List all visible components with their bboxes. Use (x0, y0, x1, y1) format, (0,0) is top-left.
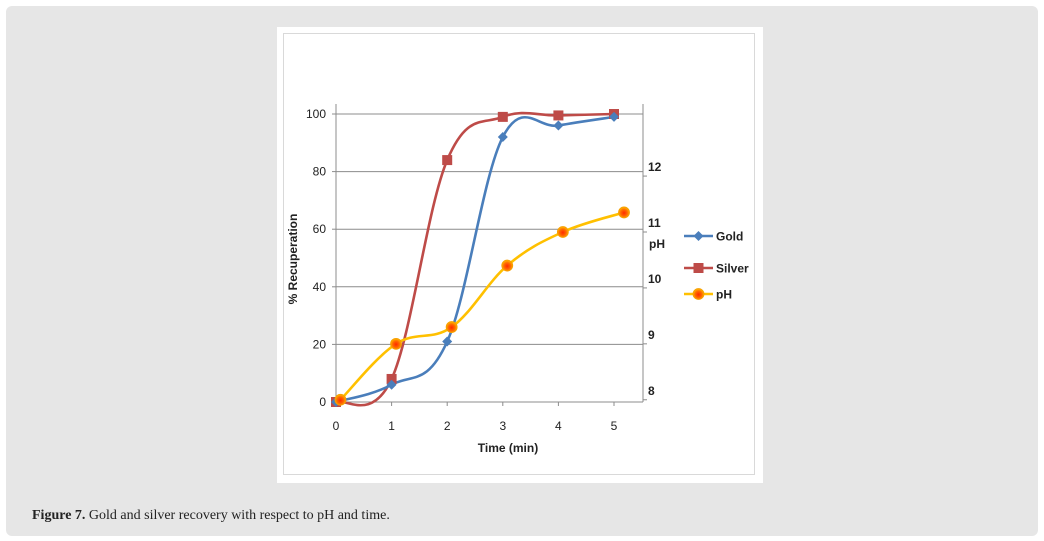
legend-marker-ph (692, 288, 705, 300)
axes (332, 104, 647, 406)
y2-axis-title: pH (649, 237, 665, 251)
legend-label-gold: Gold (716, 230, 743, 244)
y-tick-label: 40 (313, 280, 327, 294)
legend-marker-silver (693, 263, 704, 273)
legend-marker-gold (693, 231, 704, 241)
y-tick-label: 20 (313, 337, 327, 351)
y2-tick-label: 12 (648, 160, 662, 174)
y-tick-label: 60 (313, 222, 327, 236)
legend-label-silver: Silver (716, 262, 749, 276)
y-tick-label: 0 (319, 395, 326, 409)
y2-tick-label: 8 (648, 384, 655, 398)
y-axis-title: % Recuperation (286, 214, 300, 305)
series-markers (331, 109, 630, 407)
series-lines (335, 111, 625, 407)
data-point-gold (386, 379, 397, 390)
x-tick-label: 5 (611, 419, 618, 433)
series-line-silver (335, 111, 615, 407)
data-point-ph (334, 393, 347, 406)
data-point-ph (445, 321, 458, 333)
caption-text: Gold and silver recovery with respect to… (85, 508, 390, 523)
x-tick-label: 1 (388, 419, 395, 433)
data-point-silver (553, 110, 564, 121)
y2-tick-label: 11 (648, 216, 661, 230)
series-line-ph (339, 211, 625, 401)
x-axis-title: Time (min) (478, 441, 538, 455)
data-point-gold (442, 336, 453, 347)
data-point-ph (501, 259, 514, 272)
legend: Gold Silver pH (684, 230, 749, 302)
data-point-gold (609, 111, 619, 122)
figure-caption: Figure 7. Gold and silver recovery with … (32, 508, 390, 524)
x-tick-label: 3 (499, 419, 506, 433)
figure-inner-border (283, 33, 755, 475)
data-point-gold (553, 120, 564, 131)
legend-label-ph: pH (716, 288, 732, 302)
data-point-silver (497, 111, 508, 122)
grid-lines (336, 113, 643, 345)
y-tick-label: 80 (313, 165, 327, 179)
y2-tick-label: 10 (648, 272, 662, 286)
data-point-ph (390, 337, 402, 350)
y-tick-label: 100 (306, 107, 326, 121)
data-point-silver (386, 373, 397, 384)
data-point-silver (442, 155, 453, 166)
x-tick-label: 4 (555, 419, 562, 433)
x-tick-label: 0 (333, 419, 340, 433)
y2-tick-label: 9 (648, 328, 655, 342)
data-point-ph (556, 226, 569, 238)
caption-label: Figure 7. (32, 508, 86, 523)
data-point-gold (497, 132, 508, 143)
data-point-ph (618, 206, 630, 219)
x-tick-label: 2 (444, 419, 451, 433)
